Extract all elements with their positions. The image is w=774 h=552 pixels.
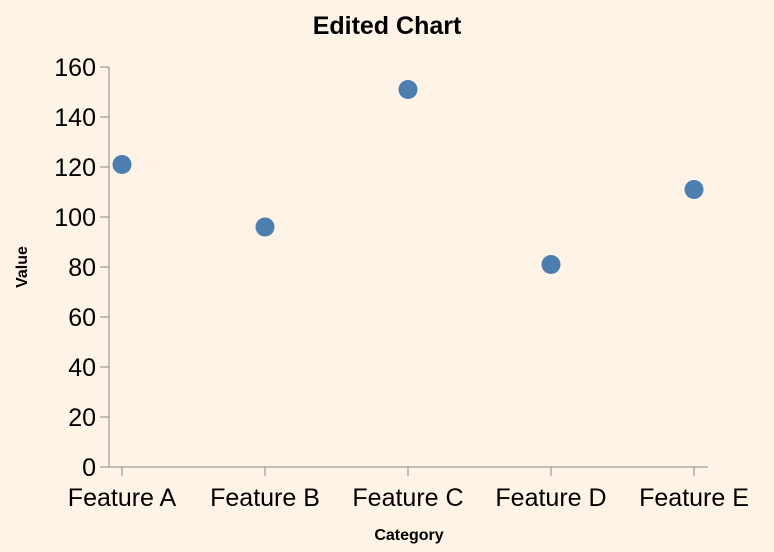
y-tick-label: 140 [54,104,96,132]
data-point[interactable] [398,80,418,99]
chart-title: Edited Chart [313,12,462,40]
data-point[interactable] [255,217,275,237]
y-axis-title: Value [14,246,31,288]
x-axis: Feature A Feature B Feature C Feature D Feat… [68,466,749,512]
y-tick-label: 160 [54,54,96,82]
y-tick-label: 40 [68,354,96,382]
y-axis: 0 20 40 60 80 100 120 140 160 [54,54,110,482]
y-tick-label: 20 [68,404,96,432]
y-tick-label: 0 [82,454,96,482]
y-tick-label: 80 [68,254,96,282]
data-point[interactable] [684,180,704,199]
data-point[interactable] [541,255,561,274]
x-tick-label: Feature C [352,484,463,512]
x-axis-title: Category [374,527,443,544]
x-tick-label: Feature D [495,484,606,512]
data-point[interactable] [112,155,132,174]
data-points [112,80,704,274]
y-tick-label: 120 [54,154,96,182]
x-tick-label: Feature B [210,484,320,512]
y-tick-label: 60 [68,304,96,332]
x-tick-label: Feature A [68,484,177,512]
y-tick-label: 100 [54,204,96,232]
x-tick-label: Feature E [639,484,749,512]
